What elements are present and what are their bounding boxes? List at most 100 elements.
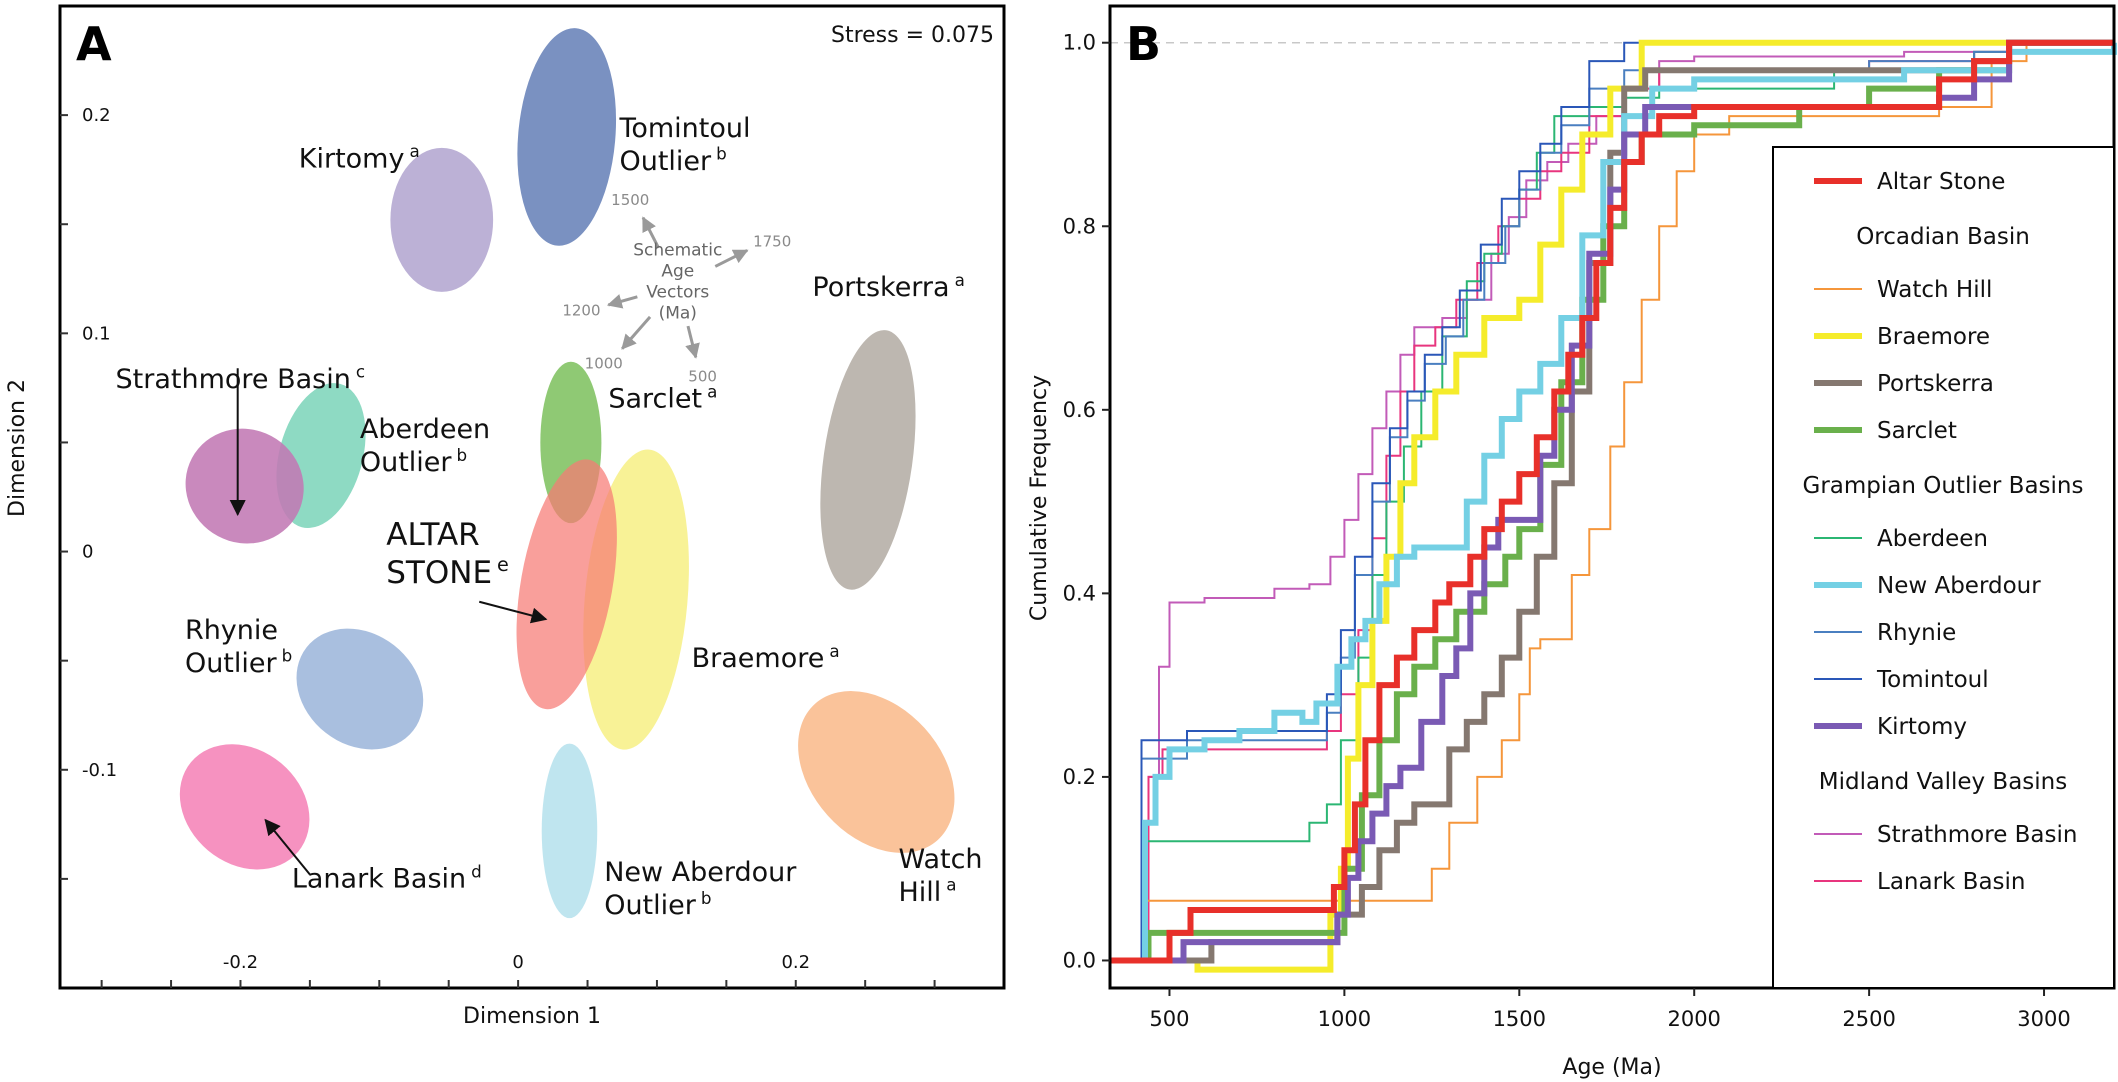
panel-a-letter: A	[76, 17, 112, 71]
series-line-aberdeen	[1110, 41, 2114, 962]
stress-label: Stress = 0.075	[831, 23, 994, 48]
ellipse-watch-hill	[798, 691, 955, 853]
age-vectors: 1500 1750 1200 1000 500 Schematic Age Vectors (M…	[562, 191, 791, 386]
panel-b-xlabel: Age (Ma)	[1562, 1055, 1661, 1080]
label-lanark: Lanark Basin d	[292, 861, 482, 894]
ellipse-tomintoul	[517, 28, 617, 246]
legend-label: Lanark Basin	[1877, 869, 2026, 895]
label-superscript: a	[707, 381, 717, 401]
ellipse-strathmore	[185, 428, 304, 544]
panel-b-ylabel: Cumulative Frequency	[1027, 375, 1052, 621]
legend-group-header: Grampian Outlier Basins	[1803, 473, 2084, 499]
ellipse-rhynie	[296, 628, 424, 750]
x-tick-label: 1000	[1318, 1007, 1371, 1031]
legend-label: Braemore	[1877, 324, 1990, 350]
label-line: Portskerra	[812, 272, 949, 303]
age-vector-1750	[714, 249, 749, 268]
ellipse-lanark	[179, 744, 310, 870]
series-line-sarclet	[1110, 39, 2114, 964]
label-superscript: b	[282, 646, 293, 666]
label-line: Strathmore Basin	[116, 364, 351, 395]
label-line: Lanark Basin	[292, 864, 466, 895]
series-line-new-aberdour	[1110, 42, 2117, 964]
legend-label: Portskerra	[1877, 371, 1994, 397]
label-tomintoul: Tomintoul Outlier b	[618, 113, 750, 177]
x-tick-label: 0	[512, 952, 523, 973]
age-vectors-title-line: (Ma)	[659, 303, 697, 323]
label-line: Outlier	[360, 447, 453, 478]
label-line: Outlier	[619, 146, 712, 177]
label-line: New Aberdour	[604, 857, 797, 888]
label-superscript: a	[946, 875, 956, 895]
label-superscript: b	[701, 888, 712, 908]
panel-a: A Stress = 0.075 1500 1750 1200 1000 500 Sche…	[5, 4, 1006, 1029]
age-vector-500	[685, 325, 700, 359]
age-vector-label-1500: 1500	[611, 191, 649, 209]
ellipse-portskerra	[820, 330, 916, 590]
label-line: Kirtomy	[299, 143, 405, 174]
label-line: Outlier	[185, 648, 278, 679]
y-tick-label: 0.8	[1063, 214, 1096, 238]
age-vector-label-1750: 1750	[753, 232, 791, 250]
x-tick-label: 0.2	[781, 952, 810, 973]
legend-label: Strathmore Basin	[1877, 822, 2077, 848]
y-tick-label: 0.2	[1063, 765, 1096, 789]
legend-label: New Aberdour	[1877, 573, 2041, 599]
age-vector-label-1200: 1200	[562, 301, 600, 319]
ellipse-new-aberdour	[541, 743, 598, 919]
label-superscript: a	[829, 641, 839, 661]
x-tick-label: 500	[1149, 1007, 1189, 1031]
label-superscript: b	[716, 144, 727, 164]
x-tick-label: 3000	[2017, 1007, 2070, 1031]
label-line: Sarclet	[608, 384, 702, 415]
panel-a-ellipses	[179, 28, 955, 919]
y-tick-label: 1.0	[1063, 31, 1096, 55]
label-superscript: d	[471, 861, 482, 881]
age-vector-label-500: 500	[688, 368, 717, 386]
label-rhynie: Rhynie Outlier b	[185, 615, 292, 679]
label-superscript: a	[409, 141, 419, 161]
label-line: ALTAR	[386, 517, 479, 553]
x-tick-label: 2000	[1667, 1007, 1720, 1031]
label-line: Braemore	[692, 643, 825, 674]
series-line-altar-stone	[1110, 39, 2114, 964]
series-line-portskerra	[1110, 39, 2114, 964]
y-tick-label: 0.1	[82, 323, 111, 344]
y-tick-label: -0.1	[82, 760, 117, 781]
x-tick-label: 1500	[1493, 1007, 1546, 1031]
label-superscript: c	[356, 362, 365, 382]
label-braemore: Braemore a	[692, 641, 840, 674]
label-watch-hill: Watch Hill a	[898, 844, 982, 908]
legend-label: Watch Hill	[1877, 277, 1992, 303]
panel-a-axes: -0.2 0 0.2 -0.1 0 0.1 0.2	[60, 105, 936, 988]
label-line: Watch	[898, 844, 982, 875]
y-tick-label: 0.4	[1063, 581, 1096, 605]
age-vectors-title-line: Schematic	[633, 240, 722, 260]
ellipse-altar-stone	[516, 459, 617, 710]
legend-label: Altar Stone	[1877, 169, 2005, 195]
panel-b-series	[1110, 39, 2117, 973]
age-vectors-title-line: Vectors	[646, 282, 709, 302]
panel-b: B 500 1000 1500 2000 2500 3000 0.0 0.2 0.4 0.6 0.8…	[1027, 4, 2117, 1080]
legend-box	[1772, 146, 2115, 989]
legend-label: Tomintoul	[1876, 667, 1989, 693]
label-line: Rhynie	[185, 615, 278, 646]
label-portskerra: Portskerra a	[812, 270, 964, 303]
age-vector-1500	[641, 216, 660, 249]
legend-group-header: Midland Valley Basins	[1819, 769, 2068, 795]
panel-b-axes: 500 1000 1500 2000 2500 3000 0.0 0.2 0.4 0.6 0.8 1.…	[1063, 31, 2071, 1031]
legend-label: Sarclet	[1877, 418, 1957, 444]
label-line: Hill	[898, 877, 941, 908]
label-line: STONE	[386, 555, 492, 591]
legend-label: Kirtomy	[1877, 714, 1967, 740]
legend-group-header: Orcadian Basin	[1856, 224, 2030, 250]
age-vector-1200	[606, 294, 638, 309]
age-vector-1000	[621, 315, 652, 350]
arrow-altar-stone	[478, 600, 548, 624]
label-superscript: e	[497, 553, 509, 576]
panel-b-letter: B	[1126, 17, 1161, 71]
label-superscript: a	[955, 270, 965, 290]
y-tick-label: 0.6	[1063, 398, 1096, 422]
label-new-aberdour: New Aberdour Outlier b	[604, 857, 797, 921]
